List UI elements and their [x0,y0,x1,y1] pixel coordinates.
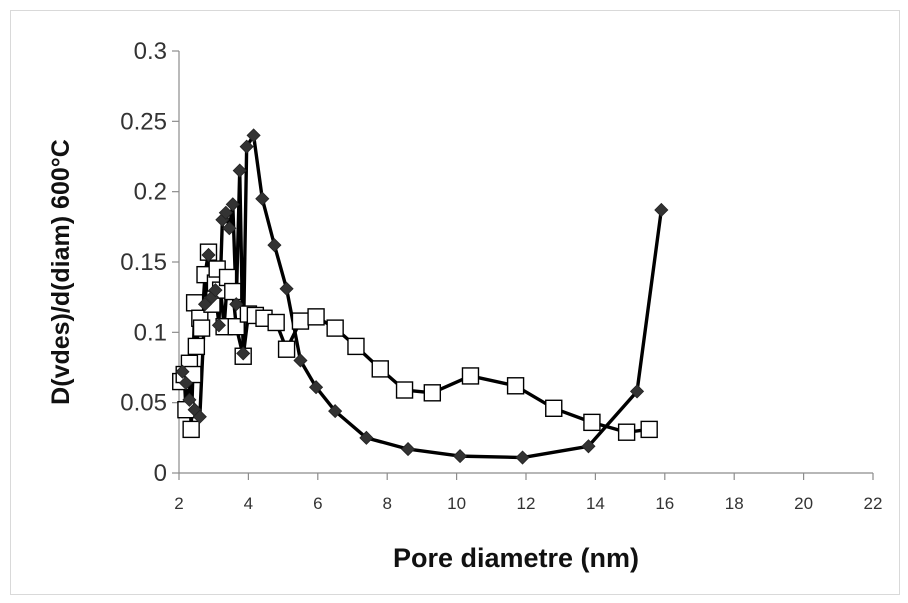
filled-diamond-marker [232,163,247,178]
y-tick-label: 0.3 [134,38,167,65]
filled-diamond-marker [201,247,216,263]
open-square-marker [371,360,389,378]
open-square-marker [347,337,365,356]
filled-diamond-marker [654,202,669,218]
x-tick-label: 18 [725,494,744,513]
open-square-marker [506,377,525,395]
y-tick-label: 0.2 [134,179,167,206]
chart-svg: 0 0.05 0.1 0.15 0.2 0.25 0.3 2 4 6 8 10 12 14 16 18 20 22… [47,38,882,573]
filled-diamond-marker [359,430,374,445]
filled-diamond-marker [197,297,213,312]
filled-diamond-marker [400,442,416,457]
filled-diamond-marker [218,205,233,220]
open-square-marker [192,319,211,337]
x-tick-label: 20 [794,494,813,513]
filled-diamond-marker [229,297,244,312]
open-square-marker [423,384,442,402]
open-square-marker [583,413,601,432]
filled-diamond-marker [208,283,223,298]
open-square-marker [182,420,200,439]
filled-diamond-marker [293,353,308,368]
filled-diamond-marker [453,449,468,464]
filled-diamond-marker [328,404,343,419]
filled-diamond-marker [239,139,254,154]
open-square-marker [224,282,242,301]
y-tick-label: 0.15 [120,249,167,276]
open-square-marker [640,420,658,439]
x-axis-title: Pore diametre (nm) [393,543,639,573]
open-square-marker [617,423,636,441]
filled-diamond-marker [175,364,190,379]
filled-diamond-marker [211,318,226,333]
x-tick-label: 14 [586,494,605,513]
x-tick-label: 6 [313,494,322,513]
filled-diamond-marker [515,450,530,465]
label-layer: 0 0.05 0.1 0.15 0.2 0.25 0.3 2 4 6 8 10 12 14 16 18 20 22 [120,38,882,513]
y-axis-title: D(vdes)/d(diam) 600°C [47,139,75,405]
filled-diamond-marker [225,197,240,212]
open-square-marker [267,313,285,332]
filled-diamond-marker [308,380,324,395]
filled-diamond-marker [267,238,282,253]
open-square-marker [307,308,325,326]
chart-frame: 0 0.05 0.1 0.15 0.2 0.25 0.3 2 4 6 8 10 12 14 16 18 20 22… [10,10,900,595]
open-square-marker [461,367,480,385]
filled-diamond-marker [182,392,197,407]
x-tick-label: 8 [382,494,391,513]
open-square-marker [187,337,206,356]
filled-diamond-marker [192,409,207,424]
y-tick-label: 0 [154,460,167,487]
x-tick-label: 22 [864,494,883,513]
axes-layer [172,50,874,480]
series-2-line [179,250,651,434]
open-square-marker [545,399,563,417]
x-tick-label: 4 [244,494,253,513]
y-tick-label: 0.1 [134,319,167,346]
filled-diamond-marker [246,128,261,143]
open-square-marker [395,381,414,399]
x-tick-label: 2 [174,494,183,513]
filled-diamond-marker [236,346,251,361]
x-tick-label: 16 [655,494,674,513]
y-tick-label: 0.25 [120,108,167,135]
open-square-marker [291,312,310,330]
open-square-marker [277,340,296,358]
x-tick-label: 12 [517,494,536,513]
series-layer [179,133,664,460]
y-tick-label: 0.05 [120,390,167,417]
x-tick-label: 10 [447,494,466,513]
filled-diamond-marker [629,384,645,399]
series-1-line [180,133,664,460]
filled-diamond-marker [178,375,194,391]
filled-diamond-marker [279,281,294,296]
filled-diamond-marker [222,221,237,236]
filled-diamond-marker [581,439,596,454]
open-square-marker [326,319,344,337]
filled-diamond-marker [255,191,270,206]
marker-layer [172,128,669,465]
